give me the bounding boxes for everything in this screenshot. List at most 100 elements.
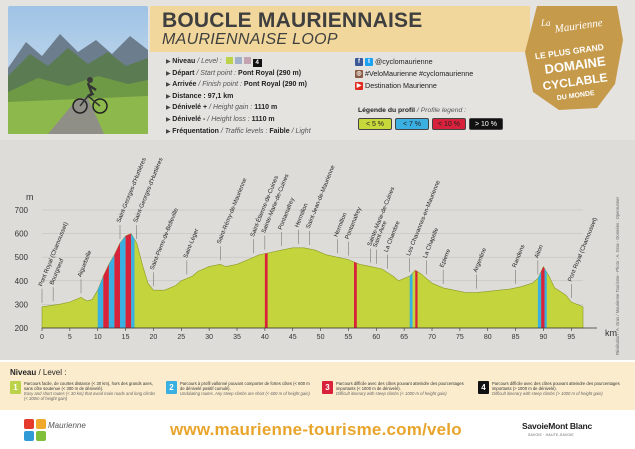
x-tick-label: 90: [540, 334, 548, 341]
arrow-icon: ▶: [166, 82, 173, 89]
level-description-en: Easy and short routes (< 30 km) that avo…: [24, 391, 156, 401]
grade-segment: [125, 233, 132, 328]
social-youtube[interactable]: ▶ Destination Maurienne: [355, 80, 525, 92]
distance-label: Distance: [172, 92, 202, 100]
grade-segment: [409, 273, 413, 328]
x-tick-label: 65: [400, 334, 408, 341]
grade-segment: [354, 261, 357, 328]
level-item-3: 3 Parcours difficile avec des côtes pouva…: [322, 381, 470, 409]
y-tick-label: 700: [15, 206, 29, 215]
y-tick-label: 300: [15, 300, 29, 309]
legend-item-4: > 10 %: [469, 118, 503, 130]
page-subtitle: MAURIENNAISE LOOP: [162, 31, 338, 48]
place-label: Saint-Pierre-de-Belleville: [150, 207, 181, 271]
youtube-icon[interactable]: ▶: [355, 82, 363, 90]
x-tick-label: 55: [345, 334, 353, 341]
badge-shape: [525, 6, 623, 110]
level-number: 2: [166, 381, 177, 394]
level-item-1: 1 Parcours facile, de courtes distance (<…: [10, 381, 158, 409]
place-label: Les Chavannes-en-Maurienne: [406, 179, 442, 257]
level-description-fr: Parcours à profil vallonné pouvant compo…: [180, 381, 310, 391]
x-tick-label: 10: [94, 334, 102, 341]
social-block: f t @cyclomaurienne ◎ #VeloMaurienne #cyclo…: [355, 56, 525, 92]
x-tick-label: 80: [484, 334, 492, 341]
gain-value: 1110 m: [254, 104, 278, 112]
level-description-en: Difficult itinerary with steep climbs (<…: [336, 391, 447, 396]
grade-segment: [264, 253, 268, 328]
level-item-4: 4 Parcours difficile avec des côtes pouva…: [478, 381, 626, 409]
level-number: 1: [10, 381, 21, 394]
x-tick-label: 30: [205, 334, 213, 341]
website-url[interactable]: www.maurienne-tourisme.com/velo: [170, 420, 462, 439]
arrow-icon: ▶: [166, 128, 173, 135]
x-tick-label: 5: [68, 334, 72, 341]
info-row-distance: ▶ Distance : 97,1 km: [166, 91, 341, 103]
traffic-value: Faible: [269, 127, 290, 135]
grade-segment: [415, 270, 418, 328]
x-tick-label: 20: [150, 334, 158, 341]
legend-item-1: < 5 %: [358, 118, 392, 130]
place-label: Saint-Georges-d'Hurtières: [116, 157, 148, 224]
social-instagram[interactable]: ◎ #VeloMaurienne #cyclomaurienne: [355, 68, 525, 80]
profile-legend: < 5 % < 7 % < 10 % > 10 %: [358, 118, 503, 130]
levels-title: Niveau / Level :: [10, 368, 67, 377]
y-tick-label: 600: [15, 230, 29, 239]
place-label: Pontamafrey: [345, 207, 363, 241]
grade-segment: [541, 267, 545, 328]
partner-logo: SavoieMont Blanc: [522, 421, 593, 431]
elevation-chart: 200 300 400 500 600 700 m 0 5 10 15 20 25 30 35 40 45 50 5…: [15, 157, 617, 341]
finish-label: Arrivée: [172, 81, 197, 89]
level-description-fr: Parcours difficile avec des côtes pouvan…: [492, 381, 620, 391]
level-description-fr: Parcours difficile avec des côtes pouvan…: [336, 381, 464, 391]
level-label: Niveau: [172, 58, 196, 65]
level-description: Parcours facile, de courtes distance (< …: [24, 381, 156, 401]
twitter-handle[interactable]: @cyclomaurienne: [375, 57, 433, 66]
place-label: Pontamafrey: [278, 197, 296, 231]
level-3-box: [243, 57, 251, 64]
grade-segment: [103, 264, 109, 328]
arrow-icon: ▶: [166, 116, 173, 123]
level-number: 4: [478, 381, 489, 394]
arrow-icon: ▶: [166, 93, 173, 100]
gain-label: Dénivelé +: [172, 104, 208, 112]
start-value: Pont Royal (290 m): [238, 69, 302, 77]
x-tick-label: 75: [456, 334, 464, 341]
instagram-icon[interactable]: ◎: [355, 70, 363, 78]
grade-segment: [544, 268, 547, 328]
facebook-icon[interactable]: f: [355, 58, 363, 66]
social-twitter[interactable]: f t @cyclomaurienne: [355, 56, 525, 68]
x-tick-label: 25: [177, 334, 185, 341]
level-description: Parcours difficile avec des côtes pouvan…: [492, 381, 624, 396]
legend-item-2: < 7 %: [395, 118, 429, 130]
level-description-en: Undulating routes. Any steep climbs are …: [180, 391, 310, 396]
y-tick-label: 200: [15, 324, 29, 333]
info-row-finish: ▶ Arrivée / Finish point : Pont Royal (2…: [166, 79, 341, 91]
hashtags[interactable]: #VeloMaurienne #cyclomaurienne: [365, 69, 474, 78]
traffic-label-en: / Traffic levels :: [218, 127, 270, 135]
distance-value: : 97,1 km: [201, 92, 234, 100]
x-tick-label: 70: [428, 334, 436, 341]
credits-text: Réalisation : A. Gras / Maurienne Touris…: [615, 196, 620, 355]
place-label: Randens: [512, 244, 527, 269]
arrow-icon: ▶: [166, 105, 173, 112]
grade-segment: [114, 243, 121, 328]
youtube-channel[interactable]: Destination Maurienne: [365, 81, 437, 90]
y-tick-label: 400: [15, 277, 29, 286]
title-band: [150, 6, 530, 52]
arrow-icon: ▶: [166, 70, 173, 77]
level-1-box: [225, 57, 233, 64]
place-label: Aiguebelle: [77, 249, 93, 278]
level-description-fr: Parcours facile, de courtes distance (< …: [24, 381, 153, 391]
x-axis-label: km: [605, 328, 617, 338]
info-row-gain: ▶ Dénivelé + / Height gain : 1110 m: [166, 102, 341, 114]
logo-text: Maurienne: [48, 421, 86, 430]
x-tick-label: 50: [317, 334, 325, 341]
y-tick-label: 500: [15, 253, 29, 262]
twitter-icon[interactable]: t: [365, 58, 373, 66]
partner-sub: SAVOIE · HAUTE-SAVOIE: [528, 433, 574, 437]
level-label-en: / Level :: [195, 58, 224, 65]
place-label: Argentine: [473, 247, 488, 274]
arrow-icon: ▶: [166, 59, 173, 65]
y-axis-label: m: [26, 192, 34, 202]
level-2-box: [234, 57, 242, 64]
